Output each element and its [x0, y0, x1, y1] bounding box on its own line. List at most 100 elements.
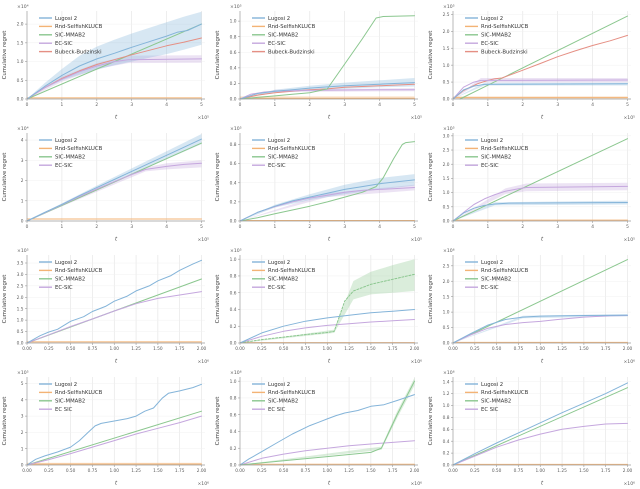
legend-label: Rnd-SelfishKLUCB — [481, 390, 529, 396]
x-tick-label: 4 — [591, 224, 594, 230]
y-tick-label: 1.0 — [17, 59, 24, 65]
x-tick-label: 0 — [239, 102, 242, 108]
legend-label: Lugosi 2 — [55, 260, 77, 266]
y-tick-label: 0.0 — [443, 341, 450, 347]
y-axis-title: Cumulative regret — [215, 275, 221, 324]
x-tick-label: 0.00 — [448, 468, 458, 474]
y-tick-label: 0.5 — [17, 78, 24, 84]
ec-line — [239, 440, 415, 466]
x-tick-label: 0.00 — [22, 346, 32, 352]
legend-item: Lugosi 2 — [465, 138, 503, 144]
legend-label: EC-SIC — [268, 163, 286, 169]
y-tick-label: 1.0 — [443, 310, 450, 316]
legend-label: EC SIC — [481, 407, 499, 413]
x-tick-label: 0.75 — [301, 468, 311, 474]
legend-item: EC-SIC — [252, 163, 286, 169]
legend-label: SIC-MMAB2 — [55, 277, 85, 283]
sic-confidence-band — [240, 259, 415, 343]
ec-line — [452, 315, 628, 344]
x-tick-label: 1.25 — [557, 468, 567, 474]
x-axis-exponent: ×10⁵ — [623, 237, 635, 243]
x-axis-title: t — [115, 115, 118, 121]
y-tick-label: 1.0 — [17, 318, 24, 324]
y-tick-label: 0.0 — [443, 97, 450, 103]
y-axis-title: Cumulative regret — [2, 275, 8, 324]
y-tick-label: 1.0 — [230, 19, 237, 25]
chart-cell-r1c1: 0 1 2 3 4 5 0.0 0.5 1.0 1.5 2.0 ×10⁴ ×10⁵ t Cumulative… — [0, 0, 213, 122]
legend-item: Bubeck-Budzinski — [39, 49, 102, 55]
x-axis-title: t — [541, 115, 544, 121]
y-tick-label: 3.5 — [17, 261, 24, 267]
x-tick-label: 1 — [274, 224, 277, 230]
legend-item: Lugosi 2 — [465, 260, 503, 266]
legend-item: SIC-MMAB2 — [39, 155, 85, 161]
legend-label: SIC-MMAB2 — [268, 33, 298, 39]
lugosi2-line — [452, 382, 628, 466]
x-tick-label: 5 — [626, 224, 629, 230]
lugosi2-line — [239, 179, 415, 222]
legend-label: SIC-MMAB2 — [481, 33, 511, 39]
legend-item: Rnd-SelfishKLUCB — [465, 390, 529, 396]
x-axis-title: t — [115, 359, 118, 365]
x-axis-title: t — [328, 481, 331, 487]
legend-label: Bubeck-Budzinski — [481, 49, 528, 55]
legend-label: Rnd-SelfishKLUCB — [268, 24, 316, 30]
x-tick-label: 2.00 — [410, 468, 420, 474]
y-tick-label: 0 — [21, 463, 24, 469]
legend-label: EC-SIC — [481, 285, 499, 291]
legend-item: Lugosi 2 — [252, 260, 290, 266]
y-tick-label: 0.0 — [230, 219, 237, 225]
y-tick-label: 0.5 — [17, 329, 24, 335]
y-tick-label: 2.0 — [443, 162, 450, 168]
y-tick-label: 1.5 — [443, 46, 450, 52]
sic-line — [459, 15, 628, 100]
legend-item: Rnd-SelfishKLUCB — [465, 268, 529, 274]
chart-cell-r4c1: 0.00 0.25 0.50 0.75 1.00 1.25 1.50 1.75 2.00 0 1 2 3… — [0, 366, 213, 488]
legend-label: Lugosi 2 — [481, 138, 503, 144]
chart-r2c2: 0 1 2 3 4 5 0.0 0.2 0.4 0.6 0.8 ×10⁵ ×10⁵ t Cumulative… — [215, 126, 422, 243]
legend-item: Lugosi 2 — [252, 138, 290, 144]
lugosi2-confidence-band — [27, 11, 202, 100]
x-axis-exponent: ×10⁶ — [623, 359, 635, 365]
legend-item: SIC-MMAB2 — [465, 277, 511, 283]
y-tick-label: 4 — [21, 397, 24, 403]
legend-item: EC-SIC — [465, 285, 499, 291]
legend-label: EC SIC — [268, 407, 286, 413]
y-tick-label: 1.5 — [443, 294, 450, 300]
y-tick-label: 0.8 — [230, 274, 237, 280]
legend-item: Rnd-SelfishKLUCB — [39, 146, 103, 152]
y-tick-label: 2.0 — [17, 22, 24, 28]
chart-r1c2: 0 1 2 3 4 5 0.0 0.2 0.4 0.6 0.8 1.0 ×10⁵ ×10⁵ t Cumulat… — [215, 4, 422, 121]
y-axis-title: Cumulative regret — [2, 31, 8, 80]
bubeck-line — [452, 34, 628, 100]
legend-item: Lugosi 2 — [39, 138, 77, 144]
legend-label: Rnd-SelfishKLUCB — [268, 390, 316, 396]
y-tick-label: 1.0 — [443, 403, 450, 409]
x-tick-label: 0.25 — [44, 468, 54, 474]
y-tick-label: 0.0 — [17, 341, 24, 347]
y-tick-label: 0.4 — [230, 65, 237, 71]
legend-label: SIC-MMAB2 — [268, 155, 298, 161]
x-tick-label: 2.00 — [623, 468, 633, 474]
x-tick-label: 1 — [274, 102, 277, 108]
x-axis-title: t — [541, 359, 544, 365]
legend-item: EC SIC — [39, 407, 73, 413]
x-tick-label: 0 — [239, 224, 242, 230]
x-tick-label: 0.50 — [492, 346, 502, 352]
y-tick-label: 3 — [21, 414, 24, 420]
lugosi2-confidence-band — [240, 174, 415, 221]
sic-line — [26, 410, 202, 466]
x-tick-label: 3 — [343, 224, 346, 230]
y-tick-label: 2.5 — [443, 263, 450, 269]
ec-line — [239, 89, 415, 100]
chart-r2c1: 0 1 2 3 4 5 0 1 2 3 4 ×10⁴ ×10⁵ t Cumulative regret Lug… — [2, 126, 209, 243]
ec-line — [26, 58, 202, 100]
legend-item: Lugosi 2 — [39, 16, 77, 22]
x-axis-exponent: ×10⁵ — [197, 115, 209, 121]
lugosi2-confidence-band — [27, 134, 202, 221]
lugosi2-confidence-band — [453, 200, 628, 221]
lugosi2-line — [452, 83, 628, 100]
legend-label: Rnd-SelfishKLUCB — [268, 268, 316, 274]
x-tick-label: 2 — [521, 224, 524, 230]
y-tick-label: 0.4 — [230, 307, 237, 313]
